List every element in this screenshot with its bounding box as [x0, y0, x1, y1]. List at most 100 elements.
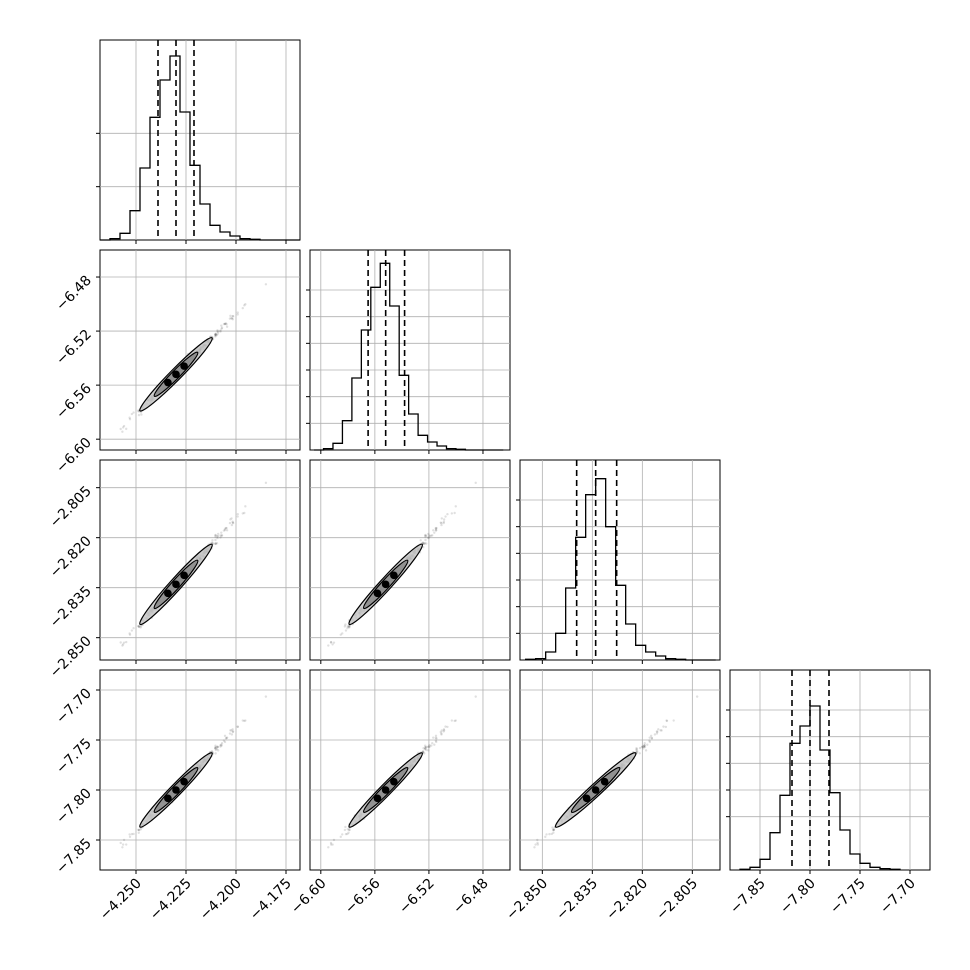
sample-point [220, 531, 223, 534]
sample-point [339, 835, 342, 839]
sample-point [427, 536, 430, 540]
sample-point [215, 542, 219, 545]
sample-point [128, 833, 131, 836]
sample-point [659, 729, 662, 732]
panel-frame [99, 39, 301, 241]
sample-point [214, 533, 217, 537]
sample-point [552, 828, 556, 831]
sample-point [236, 515, 239, 518]
sample-point [244, 719, 247, 722]
sample-point [130, 629, 134, 632]
y-tick-label: −6.48 [53, 273, 95, 315]
sample-point [222, 322, 226, 326]
density-core [591, 786, 600, 794]
sample-point [216, 332, 220, 335]
sample-point [216, 749, 220, 752]
panel-3-0: −7.85 −7.80 −7.75 −7.70 −4.250 −4.225 −4.200 −4… [53, 669, 301, 924]
sample-point [339, 633, 342, 636]
density-core [172, 786, 180, 794]
sample-point [423, 747, 427, 751]
sample-point [423, 542, 426, 546]
panel-frame [519, 669, 721, 871]
sample-point [425, 542, 428, 545]
sample-point [454, 505, 457, 508]
x-tick-label: −7.70 [877, 876, 919, 918]
sample-point [214, 334, 217, 337]
y-tick-label: −7.70 [53, 686, 95, 728]
panel-3-1: −6.60 −6.56 −6.52 −6.48 [288, 669, 511, 918]
sample-point [348, 828, 351, 832]
sample-point [125, 640, 128, 644]
sample-point [427, 745, 430, 749]
sample-point [660, 729, 663, 732]
sample-point [214, 752, 217, 755]
sample-point [219, 744, 222, 747]
sample-point [432, 529, 435, 532]
sample-point [442, 730, 445, 733]
sample-point [552, 828, 555, 832]
sample-point [664, 725, 668, 729]
density-core [373, 589, 382, 598]
sample-point [347, 831, 350, 834]
sample-point [216, 536, 219, 540]
sample-point [220, 534, 224, 537]
sample-point [121, 430, 124, 433]
scatter-points [119, 695, 268, 849]
sample-point [214, 333, 217, 337]
sample-point [423, 534, 427, 537]
sample-point [231, 730, 235, 733]
sample-point [214, 746, 217, 750]
sample-point [220, 741, 224, 745]
density-core [164, 589, 172, 598]
panel-1-0: −6.60 −6.56 −6.52 −6.48 [53, 249, 301, 476]
sample-point [344, 825, 347, 829]
sample-point [421, 541, 424, 545]
sample-point [214, 746, 217, 750]
sample-point [657, 728, 660, 731]
x-tick-label: −4.200 [197, 876, 245, 924]
sample-point [222, 529, 226, 532]
density-core [390, 571, 398, 580]
sample-point [430, 534, 433, 537]
sample-point [121, 843, 125, 846]
sample-point [425, 534, 428, 538]
sample-point [425, 745, 428, 749]
sample-point [231, 521, 235, 525]
sample-point [655, 730, 659, 733]
sample-point [423, 752, 426, 755]
sample-point [329, 841, 333, 845]
sample-point [427, 532, 430, 536]
sample-point [223, 740, 227, 744]
sample-point [439, 521, 442, 524]
sample-point [649, 734, 653, 738]
sample-point [132, 411, 135, 414]
density-core [390, 777, 398, 786]
sample-point [419, 539, 422, 542]
sample-point [431, 534, 434, 537]
sample-point [643, 741, 646, 745]
sample-point [643, 744, 646, 747]
sample-point [138, 625, 141, 628]
sample-point [434, 736, 437, 740]
sample-point [219, 534, 222, 537]
sample-point [223, 322, 227, 325]
sample-point [216, 330, 220, 333]
sample-point [228, 732, 232, 735]
sample-point [641, 745, 644, 748]
plot-layer: −6.60−6.56−6.52−6.48−2.850−2.835−2.820−2… [47, 39, 931, 924]
sample-point [635, 748, 638, 752]
sample-point [435, 740, 438, 744]
x-tick-label: −6.48 [450, 876, 492, 918]
sample-point [139, 626, 142, 629]
x-tick-label: −2.805 [653, 876, 701, 924]
sample-point [223, 527, 227, 531]
sample-point [428, 744, 431, 747]
sample-point [138, 828, 141, 832]
scatter-points [119, 283, 268, 433]
sample-point [230, 729, 233, 732]
sample-point [454, 719, 457, 722]
sample-point [220, 326, 224, 329]
sample-point [214, 748, 217, 752]
sample-point [236, 313, 239, 316]
sample-point [450, 719, 454, 722]
